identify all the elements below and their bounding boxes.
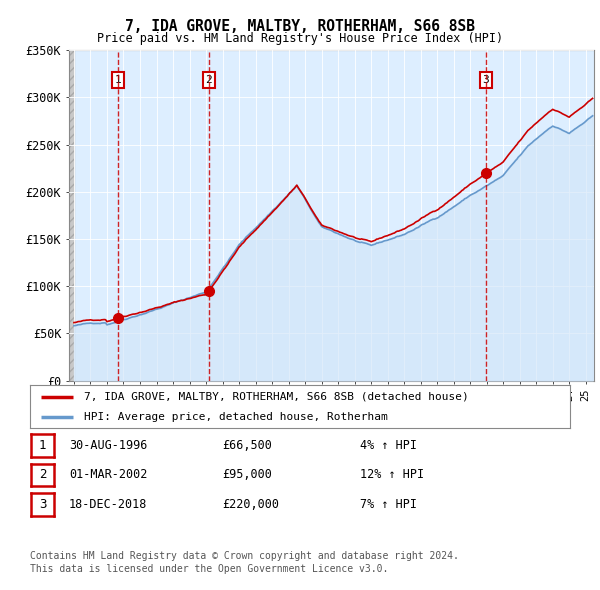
Text: 3: 3 <box>482 75 490 85</box>
Text: 7, IDA GROVE, MALTBY, ROTHERHAM, S66 8SB (detached house): 7, IDA GROVE, MALTBY, ROTHERHAM, S66 8SB… <box>84 392 469 402</box>
Text: 30-AUG-1996: 30-AUG-1996 <box>69 439 148 452</box>
Text: 2: 2 <box>39 468 46 481</box>
Text: £220,000: £220,000 <box>222 498 279 511</box>
Text: 18-DEC-2018: 18-DEC-2018 <box>69 498 148 511</box>
Text: £66,500: £66,500 <box>222 439 272 452</box>
Text: 01-MAR-2002: 01-MAR-2002 <box>69 468 148 481</box>
Text: 3: 3 <box>39 498 46 511</box>
Text: 2: 2 <box>205 75 212 85</box>
Text: HPI: Average price, detached house, Rotherham: HPI: Average price, detached house, Roth… <box>84 412 388 422</box>
Text: 1: 1 <box>39 439 46 452</box>
Bar <box>69 50 74 381</box>
Text: 12% ↑ HPI: 12% ↑ HPI <box>360 468 424 481</box>
Text: 7, IDA GROVE, MALTBY, ROTHERHAM, S66 8SB: 7, IDA GROVE, MALTBY, ROTHERHAM, S66 8SB <box>125 19 475 34</box>
Text: Contains HM Land Registry data © Crown copyright and database right 2024.: Contains HM Land Registry data © Crown c… <box>30 551 459 560</box>
Text: £95,000: £95,000 <box>222 468 272 481</box>
Bar <box>69 50 74 381</box>
Text: 4% ↑ HPI: 4% ↑ HPI <box>360 439 417 452</box>
Text: This data is licensed under the Open Government Licence v3.0.: This data is licensed under the Open Gov… <box>30 565 388 574</box>
Text: 7% ↑ HPI: 7% ↑ HPI <box>360 498 417 511</box>
Text: 1: 1 <box>115 75 121 85</box>
Text: Price paid vs. HM Land Registry's House Price Index (HPI): Price paid vs. HM Land Registry's House … <box>97 32 503 45</box>
